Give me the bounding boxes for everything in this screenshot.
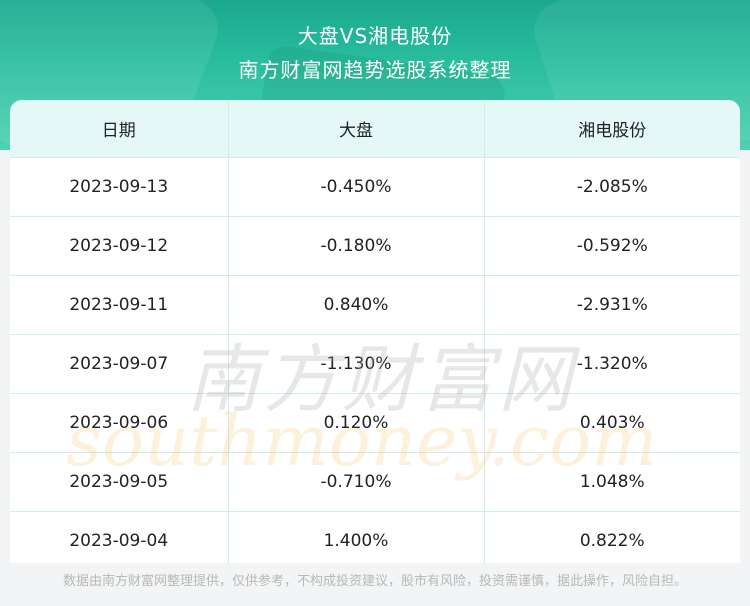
cell-date: 2023-09-07: [10, 334, 229, 394]
table-card: 日期 大盘 湘电股份 2023-09-13 -0.450% -2.085% 20…: [10, 100, 740, 563]
cell-date: 2023-09-11: [10, 275, 229, 335]
comparison-table: 日期 大盘 湘电股份 2023-09-13 -0.450% -2.085% 20…: [10, 100, 740, 563]
table-row: 2023-09-05 -0.710% 1.048%: [10, 452, 740, 512]
column-header-date: 日期: [10, 100, 229, 158]
cell-stock-change: -1.320%: [484, 334, 740, 394]
cell-date: 2023-09-04: [10, 511, 229, 563]
cell-date: 2023-09-12: [10, 216, 229, 276]
table-row: 2023-09-13 -0.450% -2.085%: [10, 157, 740, 217]
cell-stock-change: -2.931%: [484, 275, 740, 335]
table-row: 2023-09-07 -1.130% -1.320%: [10, 334, 740, 394]
cell-market-change: 1.400%: [228, 511, 485, 563]
cell-stock-change: 0.403%: [484, 393, 740, 453]
cell-stock-change: 0.822%: [484, 511, 740, 563]
table-row: 2023-09-04 1.400% 0.822%: [10, 511, 740, 563]
cell-date: 2023-09-06: [10, 393, 229, 453]
cell-market-change: 0.840%: [228, 275, 485, 335]
cell-stock-change: -0.592%: [484, 216, 740, 276]
table-row: 2023-09-12 -0.180% -0.592%: [10, 216, 740, 276]
disclaimer-text: 数据由南方财富网整理提供，仅供参考，不构成投资建议，股市有风险，投资需谨慎，据此…: [62, 574, 687, 589]
table-row: 2023-09-11 0.840% -2.931%: [10, 275, 740, 335]
cell-market-change: -1.130%: [228, 334, 485, 394]
cell-date: 2023-09-05: [10, 452, 229, 512]
table-header-row: 日期 大盘 湘电股份: [10, 100, 740, 158]
cell-date: 2023-09-13: [10, 157, 229, 217]
page-subtitle: 南方财富网趋势选股系统整理: [238, 58, 512, 82]
cell-market-change: -0.180%: [228, 216, 485, 276]
cell-market-change: -0.450%: [228, 157, 485, 217]
table-row: 2023-09-06 0.120% 0.403%: [10, 393, 740, 453]
column-header-market: 大盘: [228, 100, 485, 158]
column-header-stock: 湘电股份: [484, 100, 740, 158]
cell-market-change: 0.120%: [228, 393, 485, 453]
page-title: 大盘VS湘电股份: [297, 24, 453, 48]
cell-stock-change: -2.085%: [484, 157, 740, 217]
cell-stock-change: 1.048%: [484, 452, 740, 512]
cell-market-change: -0.710%: [228, 452, 485, 512]
